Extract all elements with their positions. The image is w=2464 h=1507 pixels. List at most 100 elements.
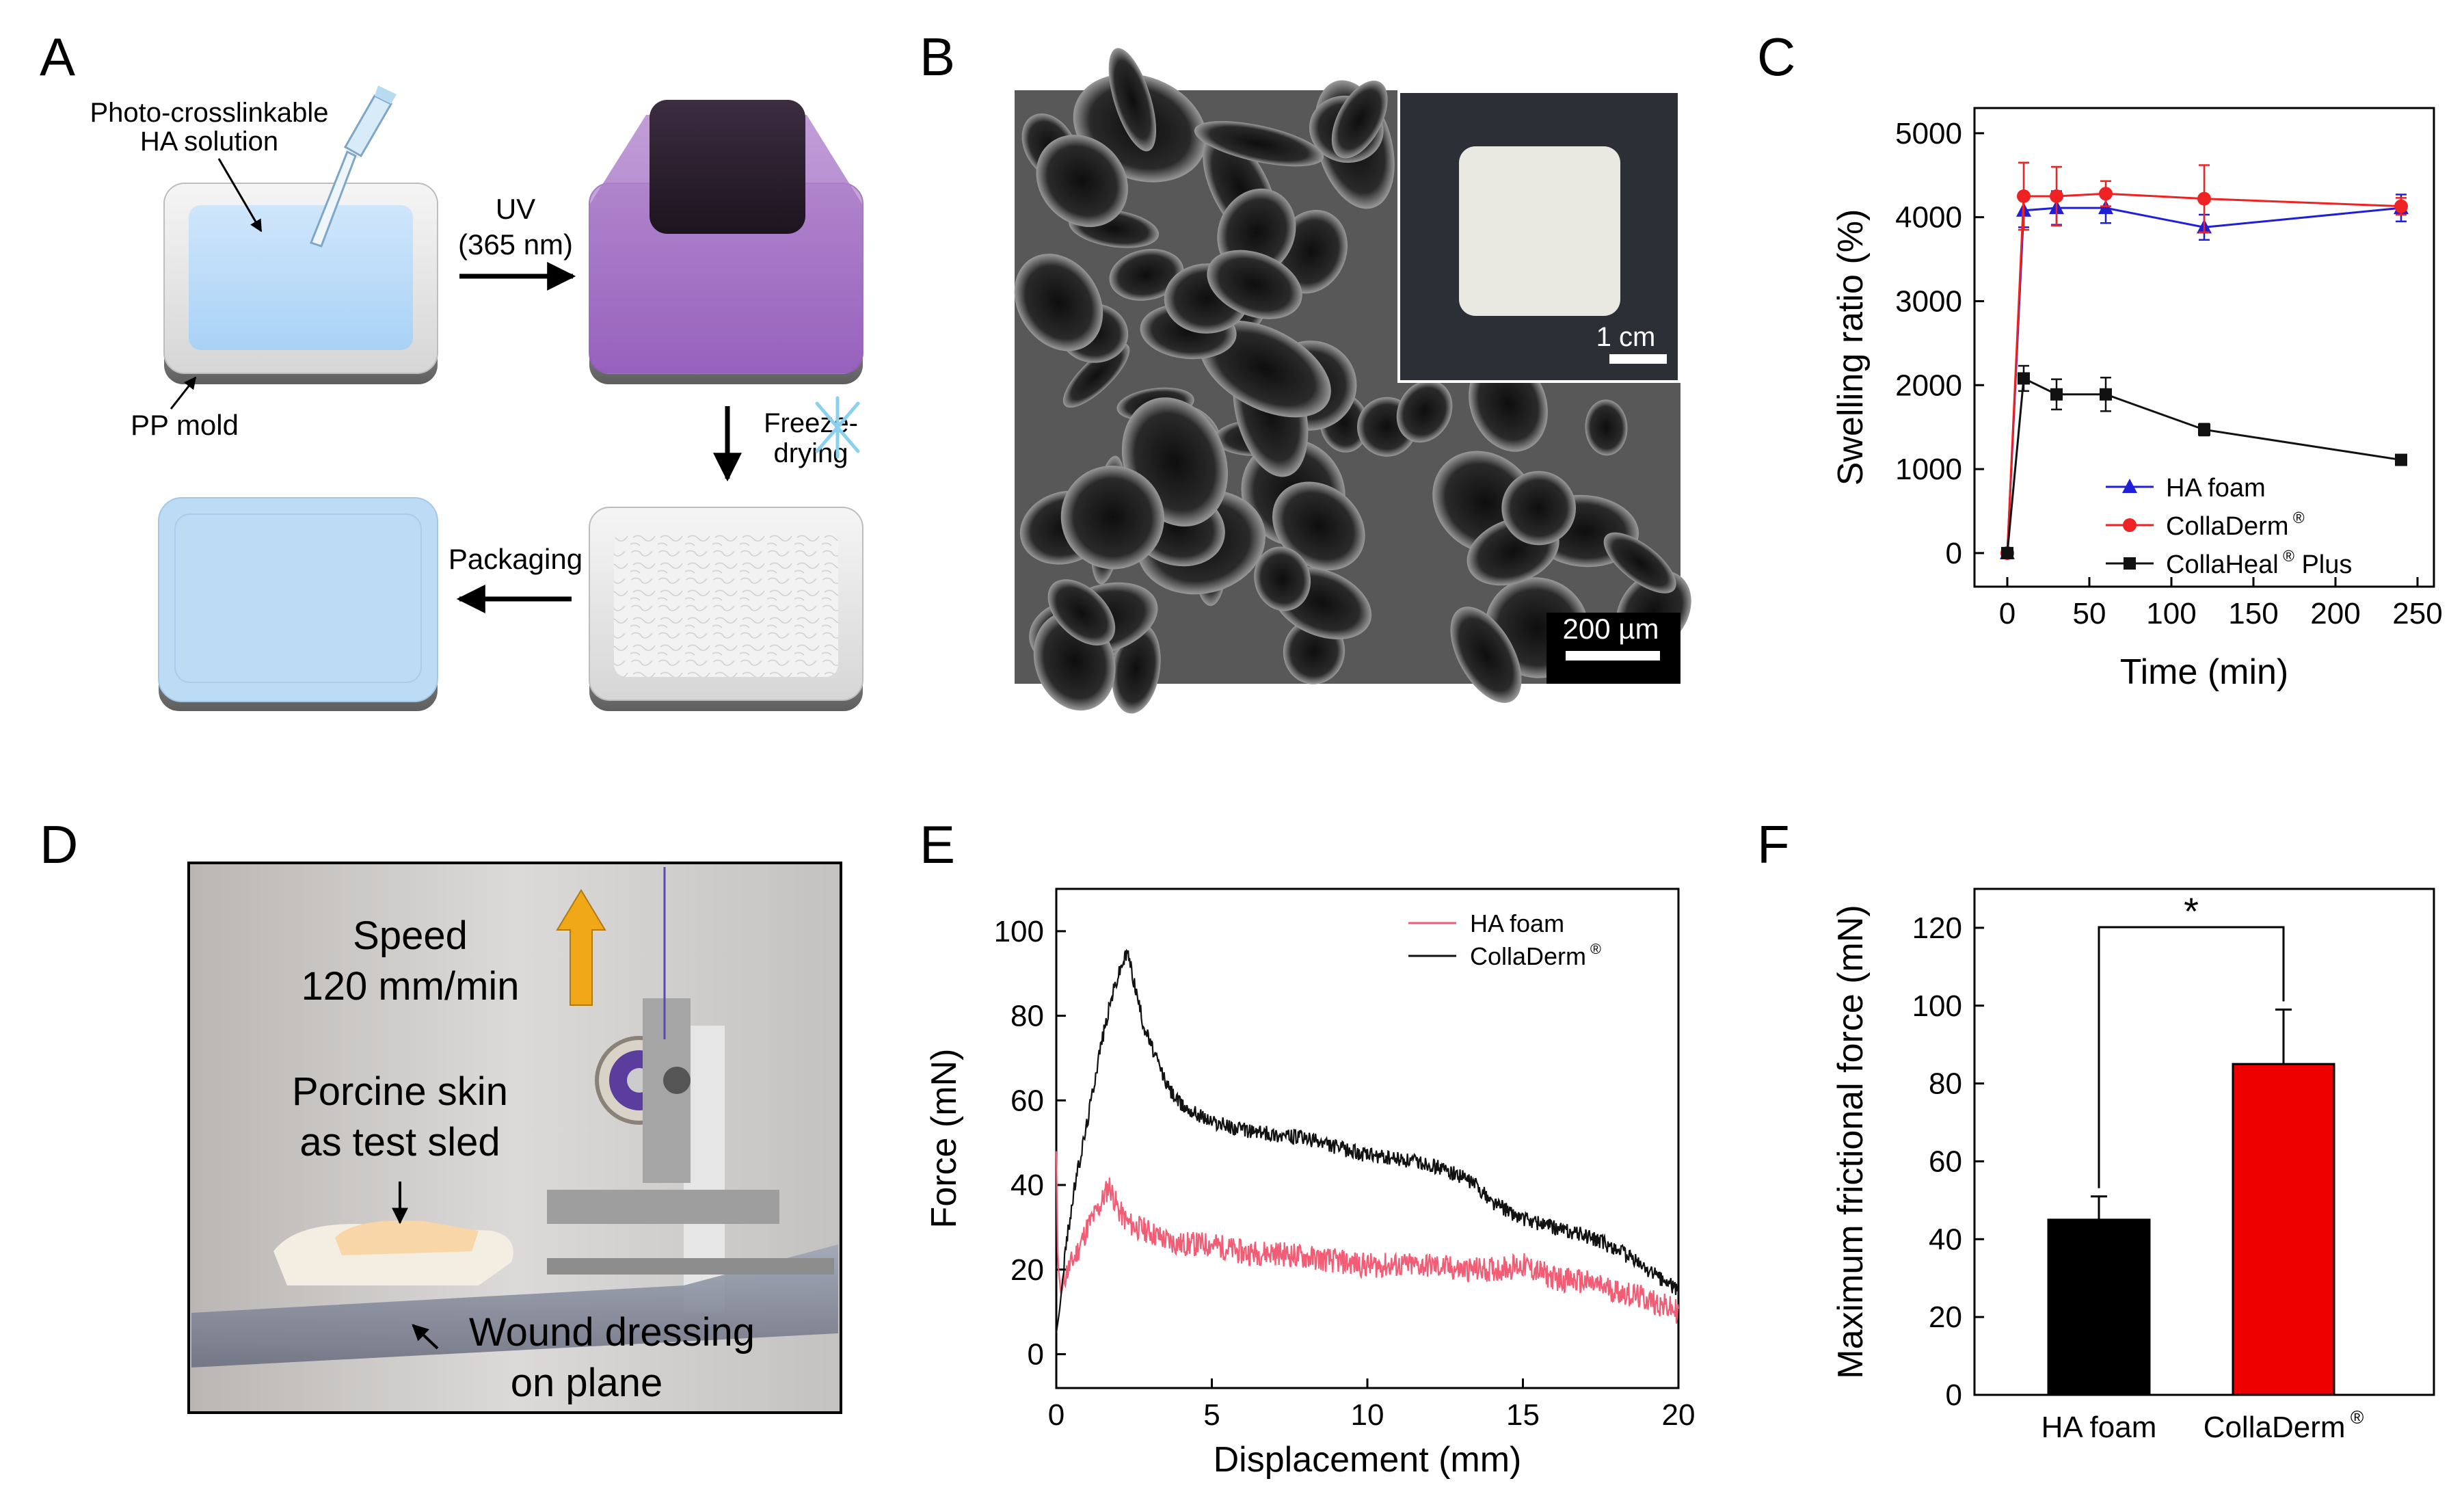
y-tick-label: 20 — [1010, 1253, 1044, 1287]
y-tick-label: 1000 — [1895, 453, 1962, 486]
x-tick-label: 15 — [1506, 1398, 1540, 1432]
sem-pore — [1585, 399, 1628, 456]
series-line-0 — [1055, 1151, 1680, 1324]
y-tick-label: 5000 — [1895, 117, 1962, 150]
sem-pore — [1207, 250, 1302, 319]
category-label: CollaDerm ® — [2204, 1407, 2364, 1444]
series-line-2 — [2006, 377, 2402, 554]
solution-label-line1: Photo-crosslinkable — [90, 98, 328, 128]
significance-star: * — [2184, 890, 2199, 933]
x-tick-label: 100 — [2146, 597, 2196, 630]
sem-pore — [1036, 135, 1128, 228]
y-tick-label: 20 — [1929, 1301, 1962, 1334]
x-tick-label: 5 — [1203, 1398, 1220, 1432]
sem-pore — [1060, 466, 1164, 570]
chart-c: 0 50 100 150 200 250 0 1000 2000 3000 4000 5000 Ti… — [1831, 107, 2443, 692]
y-tick-label: 4000 — [1895, 201, 1962, 235]
freeze-label-line2: drying — [774, 438, 848, 468]
panel-letter-b: B — [920, 27, 955, 87]
chart-e-legend: HA foam CollaDerm ® — [1408, 909, 1601, 970]
chart-f-y-label: Maximum frictional force (mN) — [1831, 905, 1871, 1378]
glass-plane — [191, 1244, 838, 1368]
chart-e-x-label: Displacement (mm) — [1214, 1440, 1522, 1480]
sem-pore — [1254, 546, 1311, 611]
bar-0 — [2047, 1218, 2151, 1396]
packaging-label: Packaging — [448, 543, 582, 575]
chart-c-y-ticks: 0 1000 2000 3000 4000 5000 — [1895, 117, 1984, 570]
dressing-pointer-arrow — [412, 1324, 439, 1350]
series-line-1 — [2006, 192, 2402, 553]
chart-e-y-label: Force (mN) — [924, 1049, 964, 1229]
legend-marker — [2124, 557, 2136, 570]
clamp — [547, 1190, 779, 1224]
chart-e-y-ticks: 0 20 40 60 80 100 — [994, 915, 1066, 1372]
snowflake-icon — [815, 396, 860, 459]
chart-f-y-ticks: 0 20 40 60 80 100 120 — [1912, 911, 1984, 1412]
chart-f-frame — [1973, 888, 2435, 1396]
sem-pore — [1047, 579, 1116, 645]
uv-label-line2: (365 nm) — [458, 228, 573, 261]
chart-c-legend: HA foam CollaDerm ® CollaHeal ® Plus — [2106, 474, 2352, 579]
data-point — [2018, 372, 2030, 385]
y-tick-label: 40 — [1929, 1223, 1962, 1256]
scale-bar-box — [1546, 613, 1680, 684]
data-point — [2050, 388, 2063, 401]
x-tick-label: 50 — [2073, 597, 2106, 630]
sem-pore — [1272, 481, 1365, 571]
y-tick-label: 0 — [1946, 1378, 1962, 1412]
y-tick-label: 80 — [1929, 1067, 1962, 1101]
data-point — [2099, 187, 2113, 201]
data-point — [2001, 546, 2013, 559]
sem-pore — [1331, 80, 1388, 159]
chart-c-series — [2000, 161, 2409, 560]
sem-pore — [1014, 254, 1103, 351]
sem-pores — [1014, 48, 1691, 714]
y-tick-label: 100 — [1912, 989, 1962, 1023]
legend-marker — [2122, 479, 2137, 493]
panel-letter-f: F — [1757, 814, 1790, 875]
uv-label-line1: UV — [496, 193, 535, 225]
panel-letter-a: A — [40, 27, 75, 87]
sem-pore — [1450, 606, 1522, 703]
y-tick-label: 0 — [1946, 537, 1962, 570]
dressing-label-line2: on plane — [511, 1361, 663, 1405]
y-tick-label: 3000 — [1895, 284, 1962, 318]
chart-c-x-ticks: 0 50 100 150 200 250 — [1999, 577, 2443, 630]
chart-c-y-label: Swelling ratio (%) — [1831, 209, 1871, 486]
sem-pore — [1396, 379, 1453, 443]
speed-label-line2: 120 mm/min — [301, 964, 519, 1009]
x-tick-label: 0 — [1048, 1398, 1064, 1432]
inset-scale-label: 1 cm — [1596, 322, 1656, 352]
chart-f: 0 20 40 60 80 100 120 Maximum frictional force… — [1831, 888, 2435, 1444]
x-tick-label: 0 — [1999, 597, 2016, 630]
y-tick-label: 80 — [1010, 1000, 1044, 1033]
chart-c-x-label: Time (min) — [2120, 652, 2289, 692]
chart-e-x-ticks: 0 5 10 15 20 — [1048, 1378, 1695, 1432]
bar-1 — [2232, 1063, 2335, 1396]
sem-pore — [1062, 343, 1130, 408]
x-tick-label: 250 — [2392, 597, 2442, 630]
chart-c-frame — [1973, 107, 2435, 588]
legend-label: HA foam — [1470, 909, 1564, 937]
data-point — [2017, 189, 2031, 203]
y-tick-label: 0 — [1028, 1338, 1044, 1372]
chart-f-bars: HA foam CollaDerm ® * — [2041, 890, 2364, 1444]
speed-label-line1: Speed — [353, 913, 468, 958]
data-point — [2395, 453, 2407, 466]
mold-pointer-arrow — [170, 376, 197, 410]
panel-letter-c: C — [1757, 27, 1795, 87]
chart-e-series — [1055, 948, 1680, 1333]
solution-pointer-arrow — [217, 158, 263, 232]
legend-label: CollaDerm ® — [1470, 940, 1601, 970]
sem-pore — [1108, 48, 1157, 152]
panel-a-schematic: Photo-crosslinkable HA solution PP mold … — [90, 85, 863, 711]
skin-sled — [273, 1221, 513, 1285]
sem-scale-bar — [1566, 651, 1660, 661]
sem-pore — [1194, 121, 1324, 167]
packaged-dressing — [158, 497, 438, 711]
sem-pore — [1501, 470, 1576, 546]
pipette-icon — [310, 85, 397, 248]
series-line-1 — [1055, 948, 1680, 1333]
